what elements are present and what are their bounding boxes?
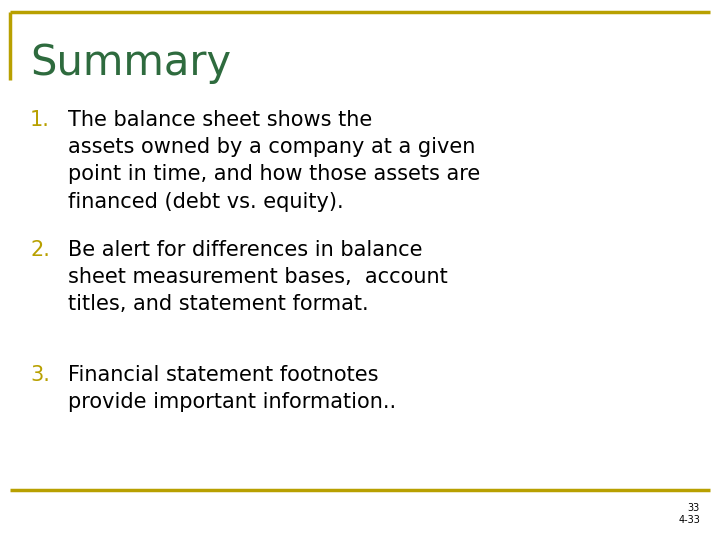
- Text: 2.: 2.: [30, 240, 50, 260]
- Text: The balance sheet shows the
assets owned by a company at a given
point in time, : The balance sheet shows the assets owned…: [68, 110, 480, 212]
- Text: 3.: 3.: [30, 365, 50, 385]
- Text: 1.: 1.: [30, 110, 50, 130]
- Text: 33
4-33: 33 4-33: [678, 503, 700, 525]
- Text: Summary: Summary: [30, 42, 231, 84]
- Text: Be alert for differences in balance
sheet measurement bases,  account
titles, an: Be alert for differences in balance shee…: [68, 240, 448, 314]
- Text: Financial statement footnotes
provide important information..: Financial statement footnotes provide im…: [68, 365, 396, 412]
